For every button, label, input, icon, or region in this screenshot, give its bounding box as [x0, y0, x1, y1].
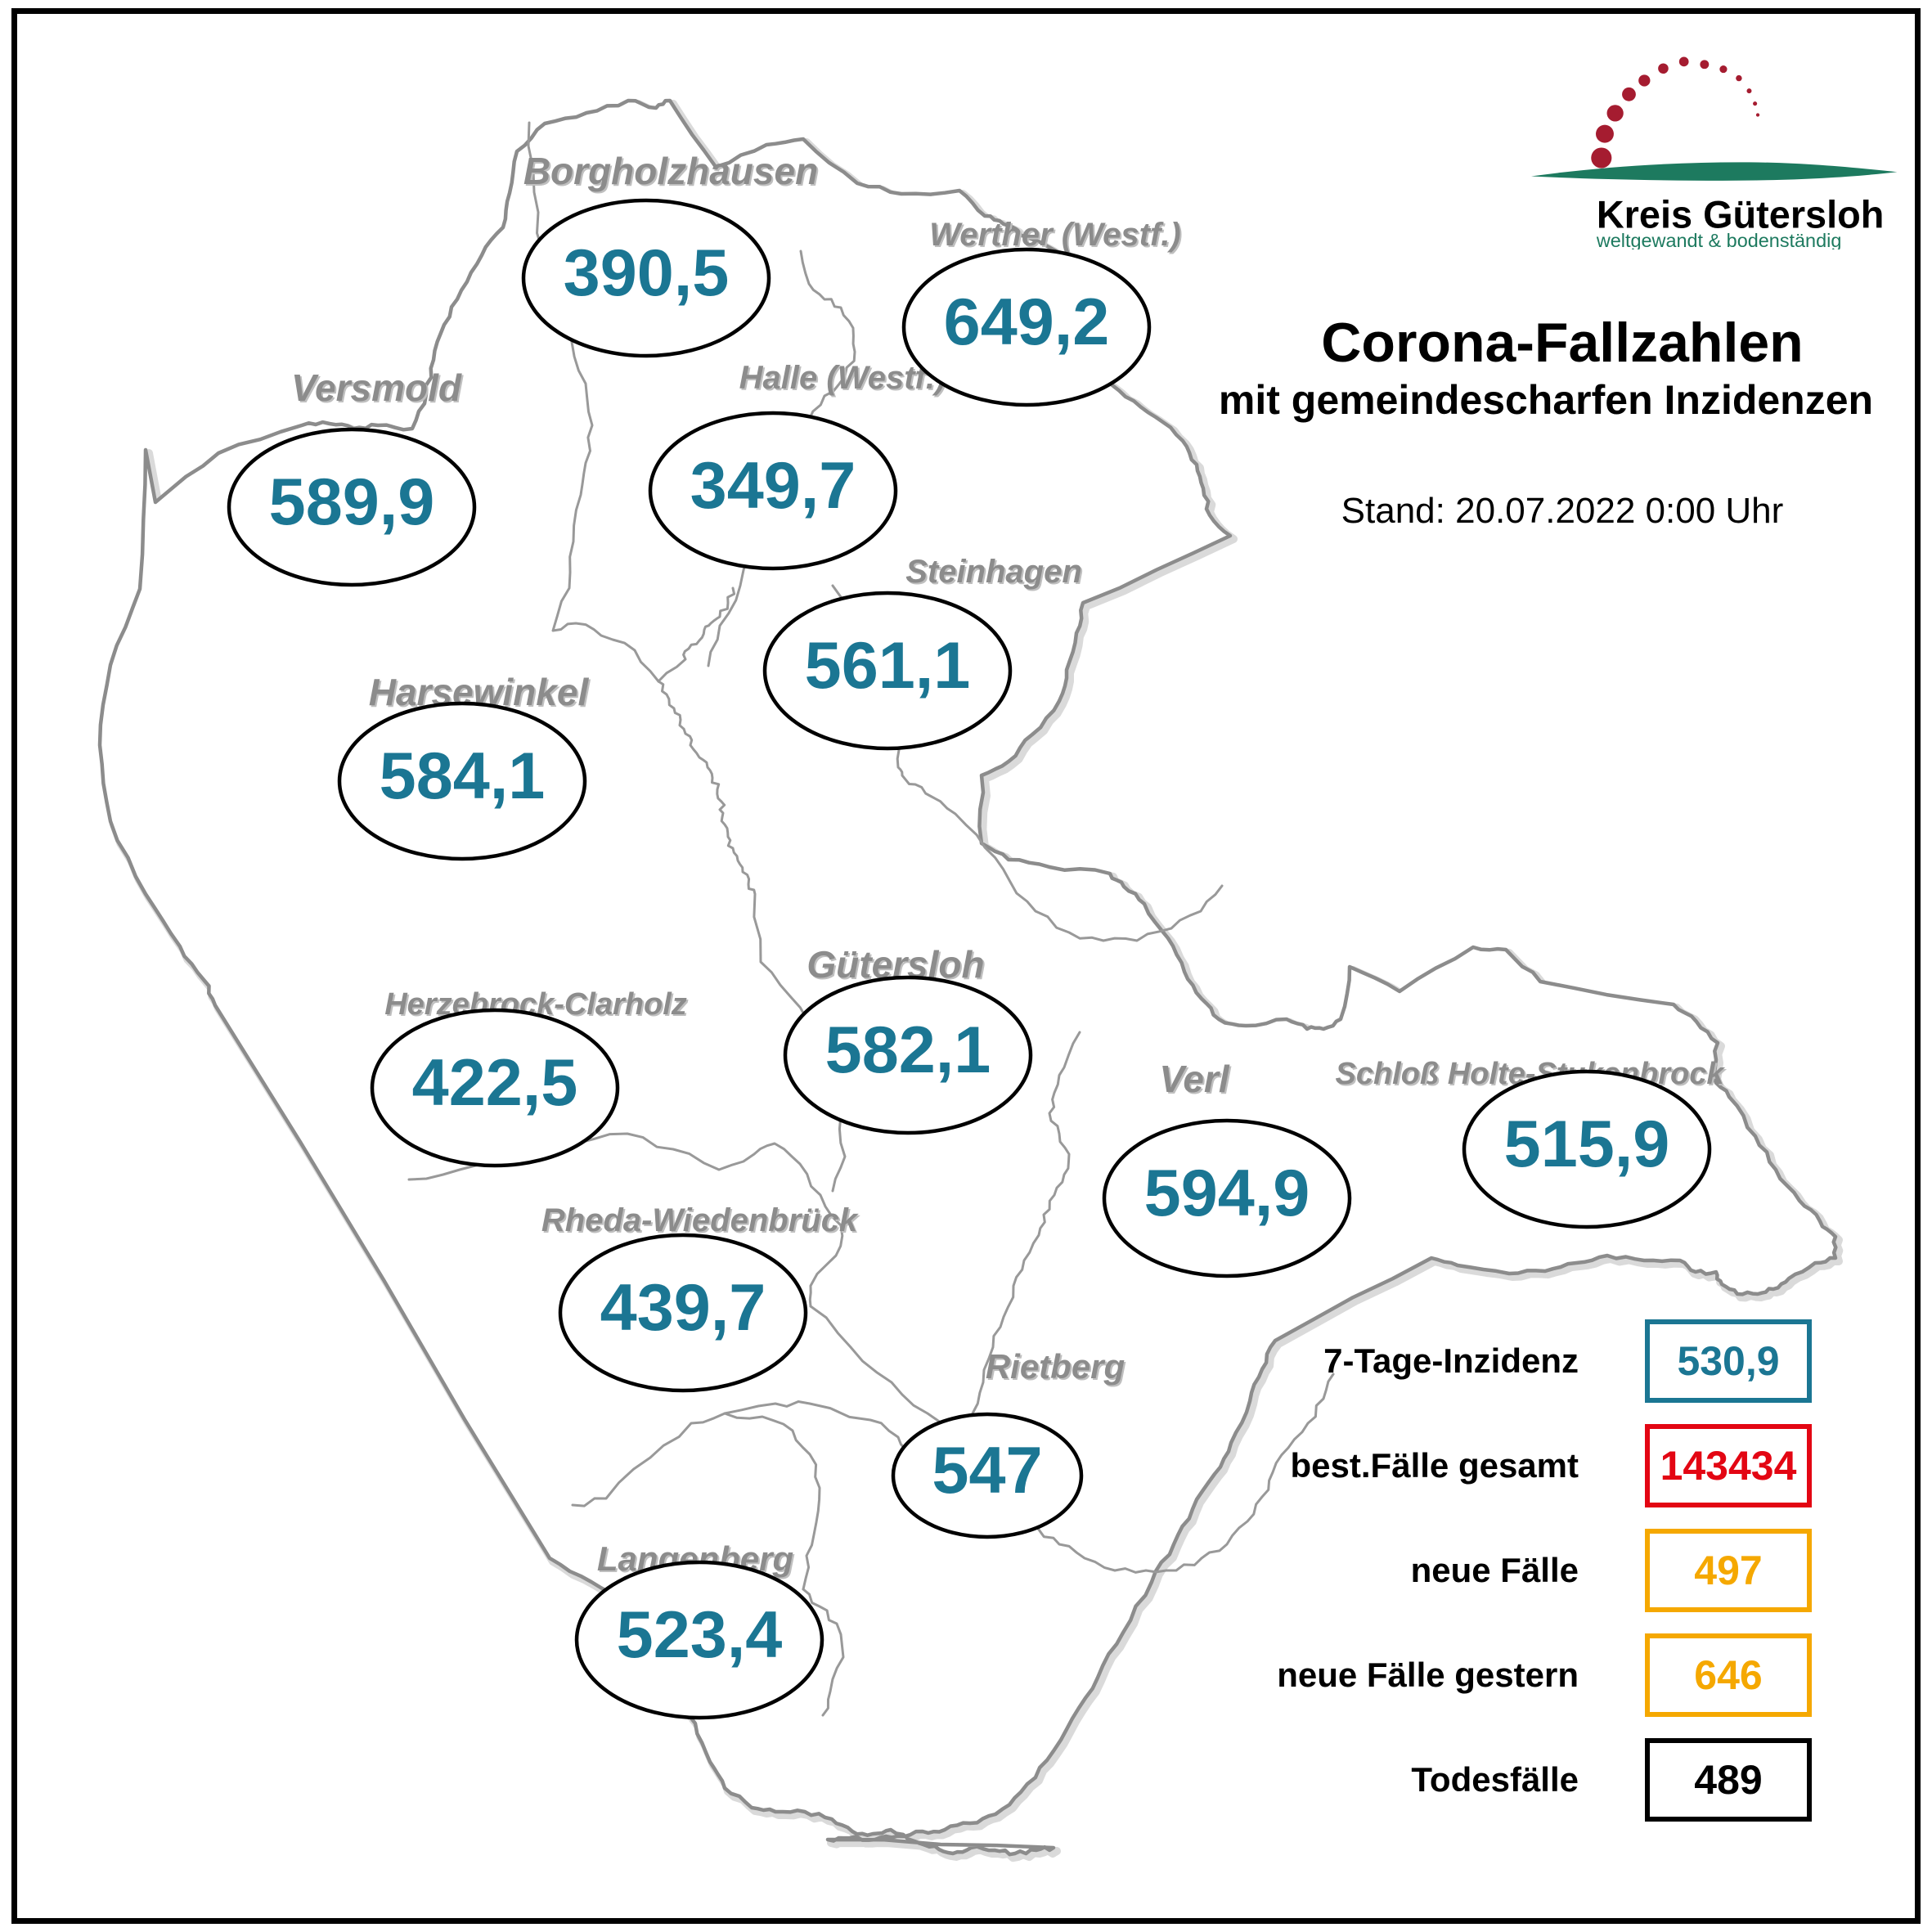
svg-text:589,9: 589,9 [269, 465, 435, 539]
svg-text:Steinhagen: Steinhagen [905, 554, 1082, 590]
svg-text:422,5: 422,5 [412, 1046, 578, 1120]
svg-text:Halle (Westf.): Halle (Westf.) [739, 360, 946, 396]
svg-text:Rietberg: Rietberg [986, 1347, 1125, 1386]
svg-text:Rheda-Wiedenbrück: Rheda-Wiedenbrück [541, 1202, 859, 1238]
svg-text:594,9: 594,9 [1144, 1157, 1310, 1230]
svg-text:515,9: 515,9 [1504, 1108, 1670, 1181]
svg-text:439,7: 439,7 [600, 1271, 766, 1345]
svg-text:390,5: 390,5 [564, 236, 730, 310]
svg-text:Werther (Westf.): Werther (Westf.) [929, 217, 1180, 253]
svg-text:561,1: 561,1 [805, 629, 971, 703]
svg-text:349,7: 349,7 [690, 449, 856, 523]
svg-text:582,1: 582,1 [825, 1013, 991, 1087]
svg-text:523,4: 523,4 [617, 1598, 783, 1672]
svg-text:584,1: 584,1 [380, 739, 546, 813]
svg-text:Borgholzhausen: Borgholzhausen [523, 150, 818, 192]
svg-text:649,2: 649,2 [944, 285, 1110, 359]
svg-text:547: 547 [932, 1434, 1042, 1507]
svg-text:Verl: Verl [1159, 1058, 1229, 1100]
svg-text:Versmold: Versmold [291, 366, 462, 409]
